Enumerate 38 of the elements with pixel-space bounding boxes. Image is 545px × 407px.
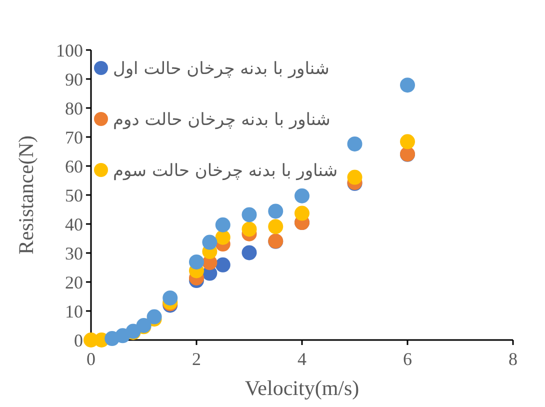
legend-label: شناور با بدنه چرخان حالت دوم [113, 110, 330, 130]
point [347, 136, 362, 152]
y-tick-label: 10 [65, 301, 83, 322]
legend-label: شناور با بدنه چرخان حالت سوم [113, 160, 338, 181]
point [215, 230, 230, 245]
y-tick-label: 30 [65, 243, 83, 264]
x-tick-label: 8 [508, 349, 518, 369]
point [215, 257, 230, 272]
point [202, 234, 218, 250]
point [242, 222, 257, 237]
x-tick-label: 2 [192, 349, 201, 369]
y-tick-label: 50 [65, 185, 83, 206]
y-tick-label: 40 [65, 214, 83, 234]
y-axis-title: Resistance(N) [14, 136, 38, 254]
point [400, 134, 415, 150]
point [242, 207, 257, 222]
y-tick-label: 70 [65, 127, 83, 148]
legend-label: شناور با بدنه چرخان حالت اول [113, 58, 330, 79]
y-tick-label: 60 [65, 156, 83, 176]
y-tick-label: 80 [65, 98, 83, 118]
point [268, 219, 284, 234]
x-tick-label: 4 [298, 349, 306, 369]
point [294, 188, 310, 204]
point [294, 206, 310, 221]
y-tick-label: 20 [65, 272, 83, 292]
point [189, 254, 204, 270]
x-axis-title: Velocity(m/s) [244, 376, 360, 400]
point [242, 245, 257, 260]
y-tick-label: 0 [74, 330, 83, 350]
x-tick-label: 0 [86, 349, 96, 369]
point [215, 217, 230, 232]
point [400, 78, 415, 93]
point [347, 170, 362, 185]
x-tick-label: 6 [403, 349, 412, 369]
y-tick-label: 90 [65, 69, 83, 90]
point [162, 290, 178, 306]
point [268, 204, 284, 219]
y-tick-label: 100 [56, 40, 83, 60]
